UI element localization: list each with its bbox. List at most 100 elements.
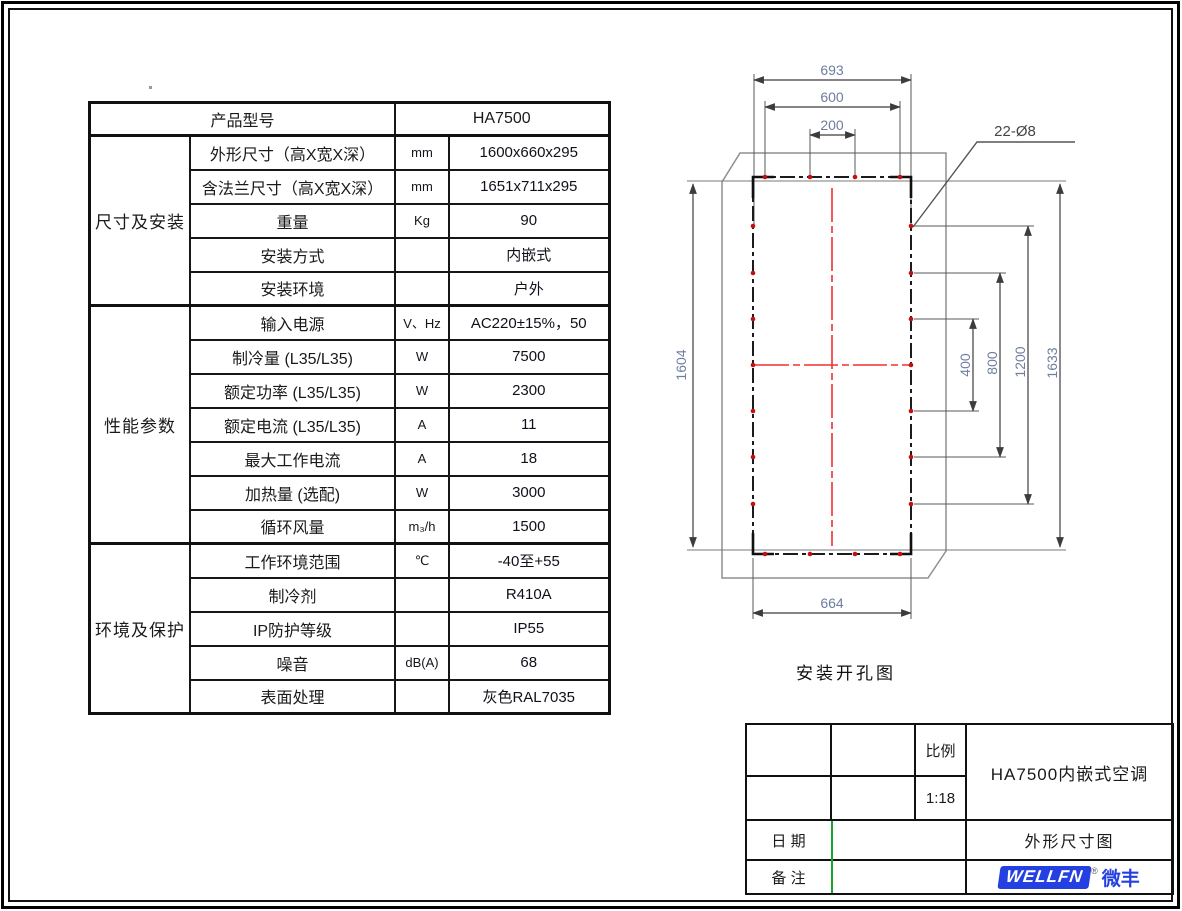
spec-label: IP防护等级 (189, 610, 396, 647)
tb-hline-3 (747, 859, 1172, 861)
spec-value: 68 (448, 644, 610, 681)
spec-label: 噪音 (189, 644, 396, 681)
mounting-hole-dot (908, 316, 914, 322)
mounting-hole-dot (750, 408, 756, 414)
spec-value: 户外 (448, 270, 610, 307)
mounting-hole-dot (750, 454, 756, 460)
spec-unit (394, 270, 450, 307)
spec-label: 外形尺寸（高X宽X深） (189, 134, 396, 171)
spec-unit: ℃ (394, 542, 450, 579)
tb-hline-1 (747, 775, 967, 777)
spec-group-name: 尺寸及安装 (88, 134, 191, 307)
spec-value: 2300 (448, 372, 610, 409)
mounting-hole-dot (908, 223, 914, 229)
spec-unit: dB(A) (394, 644, 450, 681)
spec-value: 3000 (448, 474, 610, 511)
dim-right-1: 400 (957, 353, 973, 377)
spec-row: 循环风量 m₃/h 1500 (90, 508, 610, 545)
stray-dot (149, 86, 152, 89)
spec-label: 最大工作电流 (189, 440, 396, 477)
tb-green-line (831, 821, 833, 893)
dim-right-3: 1200 (1012, 346, 1028, 377)
spec-unit: A (394, 406, 450, 443)
mounting-hole-dot (762, 551, 768, 557)
spec-group-name: 性能参数 (88, 304, 191, 545)
spec-value: 1500 (448, 508, 610, 545)
dim-top-inner: 200 (820, 117, 844, 133)
spec-row: 加热量 (选配) W 3000 (90, 474, 610, 511)
spec-unit (394, 610, 450, 647)
spec-unit: W (394, 372, 450, 409)
dim-top-outer: 693 (820, 62, 844, 78)
spec-unit: mm (394, 168, 450, 205)
spec-row: 额定电流 (L35/L35) A 11 (90, 406, 610, 443)
tb-vline-1 (830, 725, 832, 819)
remark-label: 备 注 (771, 869, 806, 887)
spec-row: 噪音 dB(A) 68 (90, 644, 610, 681)
spec-label: 安装环境 (189, 270, 396, 307)
registered-mark-icon: ® (1091, 866, 1098, 876)
brand-logo: WELLFN ® 微丰 (967, 861, 1172, 893)
spec-row: 含法兰尺寸（高X宽X深） mm 1651x711x295 (90, 168, 610, 205)
spec-unit: A (394, 440, 450, 477)
cutout-drawing: 693 600 200 664 1604 400 800 1200 1633 2… (673, 62, 1075, 683)
drawing-caption: 安装开孔图 (796, 664, 896, 683)
spec-value: 灰色RAL7035 (448, 678, 610, 715)
mounting-hole-dot (908, 270, 914, 276)
spec-value: 11 (448, 406, 610, 443)
spec-label: 安装方式 (189, 236, 396, 273)
spec-row: 尺寸及安装 外形尺寸（高X宽X深） mm 1600x660x295 (88, 134, 610, 307)
spec-label: 加热量 (选配) (189, 474, 396, 511)
spec-value: 90 (448, 202, 610, 239)
dim-bottom: 664 (820, 595, 844, 611)
spec-label: 制冷量 (L35/L35) (189, 338, 396, 375)
mounting-hole-dot (908, 408, 914, 414)
tb-vline-3 (965, 725, 967, 893)
spec-value: 7500 (448, 338, 610, 375)
spec-label: 制冷剂 (189, 576, 396, 613)
spec-label: 额定功率 (L35/L35) (189, 372, 396, 409)
spec-row: 性能参数 输入电源 V、Hz AC220±15%，50 (88, 304, 610, 545)
spec-value: 1600x660x295 (448, 134, 610, 171)
spec-unit (394, 576, 450, 613)
spec-row: 额定功率 (L35/L35) W 2300 (90, 372, 610, 409)
mounting-hole-dot (852, 174, 858, 180)
brand-cn-name: 微丰 (1101, 868, 1140, 890)
spec-group-name: 环境及保护 (88, 542, 191, 715)
spec-row: 表面处理 灰色RAL7035 (90, 678, 610, 715)
spec-value: R410A (448, 576, 610, 613)
centerlines (755, 188, 909, 546)
dim-right-2: 800 (984, 351, 1000, 375)
spec-row: 环境及保护 工作环境范围 ℃ -40至+55 (88, 542, 610, 715)
mounting-hole-dot (807, 551, 813, 557)
dim-left: 1604 (673, 349, 689, 380)
mounting-hole-dot (897, 174, 903, 180)
date-label: 日 期 (771, 832, 806, 850)
spec-value: 18 (448, 440, 610, 477)
spec-unit: Kg (394, 202, 450, 239)
dim-right-4: 1633 (1044, 347, 1060, 378)
title-block: 比例 1:18 HA7500内嵌式空调 日 期 外形尺寸图 备 注 WELLFN… (745, 723, 1174, 895)
spec-value: 1651x711x295 (448, 168, 610, 205)
spec-row: 最大工作电流 A 18 (90, 440, 610, 477)
scale-label: 比例 (925, 742, 956, 760)
spec-label: 重量 (189, 202, 396, 239)
spec-header-value: HA7500 (394, 101, 610, 137)
spec-header-label: 产品型号 (88, 101, 396, 137)
spec-row: 重量 Kg 90 (90, 202, 610, 239)
mounting-hole-dot (908, 362, 914, 368)
dim-top-mid: 600 (820, 89, 844, 105)
spec-label: 工作环境范围 (189, 542, 396, 579)
panel-outline (721, 152, 947, 579)
scale-value: 1:18 (925, 789, 956, 807)
spec-value: -40至+55 (448, 542, 610, 579)
drawing-name: 外形尺寸图 (1024, 834, 1115, 851)
spec-table-body: 产品型号 HA7500 尺寸及安装 外形尺寸（高X宽X深） mm 1600x660x… (88, 101, 610, 715)
spec-row: 安装方式 内嵌式 (90, 236, 610, 273)
mounting-hole-dot (807, 174, 813, 180)
mounting-hole-dot (908, 454, 914, 460)
mounting-hole-dot (897, 551, 903, 557)
spec-row: 安装环境 户外 (90, 270, 610, 307)
spec-unit (394, 678, 450, 715)
